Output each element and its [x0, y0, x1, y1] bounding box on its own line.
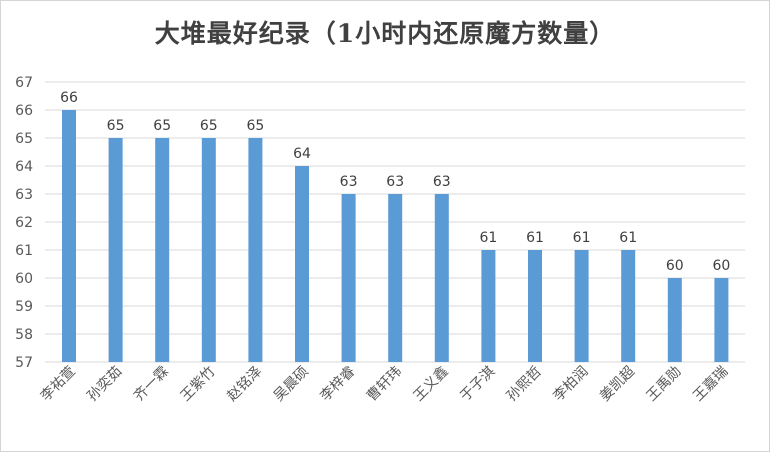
data-label: 64: [293, 146, 311, 162]
y-tick-label: 58: [15, 327, 33, 343]
bar-1: [62, 110, 76, 362]
y-tick-label: 65: [15, 131, 33, 147]
data-label: 61: [573, 230, 591, 246]
x-tick-label: 王禹勋: [644, 364, 685, 405]
data-label: 61: [479, 230, 497, 246]
x-tick-label: 李柏润: [550, 364, 591, 405]
data-label: 65: [200, 118, 218, 134]
bar-9: [434, 194, 449, 362]
bar-8: [388, 194, 403, 362]
x-tick-label: 李梓睿: [317, 364, 358, 405]
data-label: 63: [340, 174, 358, 190]
data-label: 61: [619, 230, 637, 246]
bar-15: [714, 278, 729, 362]
y-tick-label: 59: [15, 299, 33, 315]
y-tick-label: 63: [15, 187, 33, 203]
bar-7: [341, 194, 356, 362]
x-tick-label: 王嘉瑞: [690, 364, 731, 405]
data-label: 63: [433, 174, 451, 190]
x-tick-label: 孙奕茹: [84, 363, 126, 405]
bar-14: [667, 278, 682, 362]
data-label: 65: [246, 118, 264, 134]
bar-6: [295, 166, 309, 362]
x-tick-label: 王义鑫: [410, 363, 452, 405]
x-tick-label: 曹轩玮: [364, 364, 405, 405]
bar-4: [201, 138, 216, 362]
bar-13: [621, 250, 636, 362]
x-tick-label: 李祐萱: [38, 364, 79, 405]
bar-10: [481, 250, 496, 362]
bar-12: [574, 250, 589, 362]
y-tick-label: 67: [15, 75, 33, 91]
x-tick-label: 吴晨硕: [271, 364, 312, 405]
data-label: 65: [107, 118, 125, 134]
y-tick-label: 66: [15, 103, 33, 119]
y-tick-label: 64: [15, 159, 33, 175]
data-label: 66: [60, 90, 78, 106]
bars: [62, 110, 729, 362]
x-tick-label: 于子淇: [457, 364, 498, 405]
y-tick-label: 62: [15, 215, 33, 231]
x-tick-label: 赵铭泽: [224, 364, 265, 405]
chart-title: 大堆最好纪录（1小时内还原魔方数量）: [154, 19, 616, 48]
y-tick-label: 61: [15, 243, 33, 259]
data-label: 61: [526, 230, 544, 246]
y-tick-label: 57: [15, 355, 33, 371]
x-axis: 李祐萱 孙奕茹 齐一霖 王紫竹 赵铭泽 吴晨硕 李梓睿 曹轩玮 王义鑫 于子淇 孙熙哲 李柏润 姜凯超王…: [38, 363, 731, 405]
x-tick-label: 齐一霖: [131, 364, 172, 405]
bar-2: [108, 138, 123, 362]
y-tick-label: 60: [15, 271, 33, 287]
x-tick-label: 孙熙哲: [504, 364, 545, 405]
data-label: 65: [153, 118, 171, 134]
bar-11: [528, 250, 542, 362]
y-axis: 57 58 59 60 61 62 63 64 65 66 67: [15, 75, 33, 371]
x-tick-label: 王紫竹: [178, 364, 219, 405]
data-label: 60: [712, 258, 730, 274]
bar-3: [155, 138, 170, 362]
bar-5: [248, 138, 263, 362]
x-tick-label: 姜凯超: [597, 364, 638, 405]
data-label: 60: [666, 258, 684, 274]
data-labels: 66 65 65 65 65 64 63 63 63 61 61 61 61 60 60: [60, 90, 730, 274]
data-label: 63: [386, 174, 404, 190]
